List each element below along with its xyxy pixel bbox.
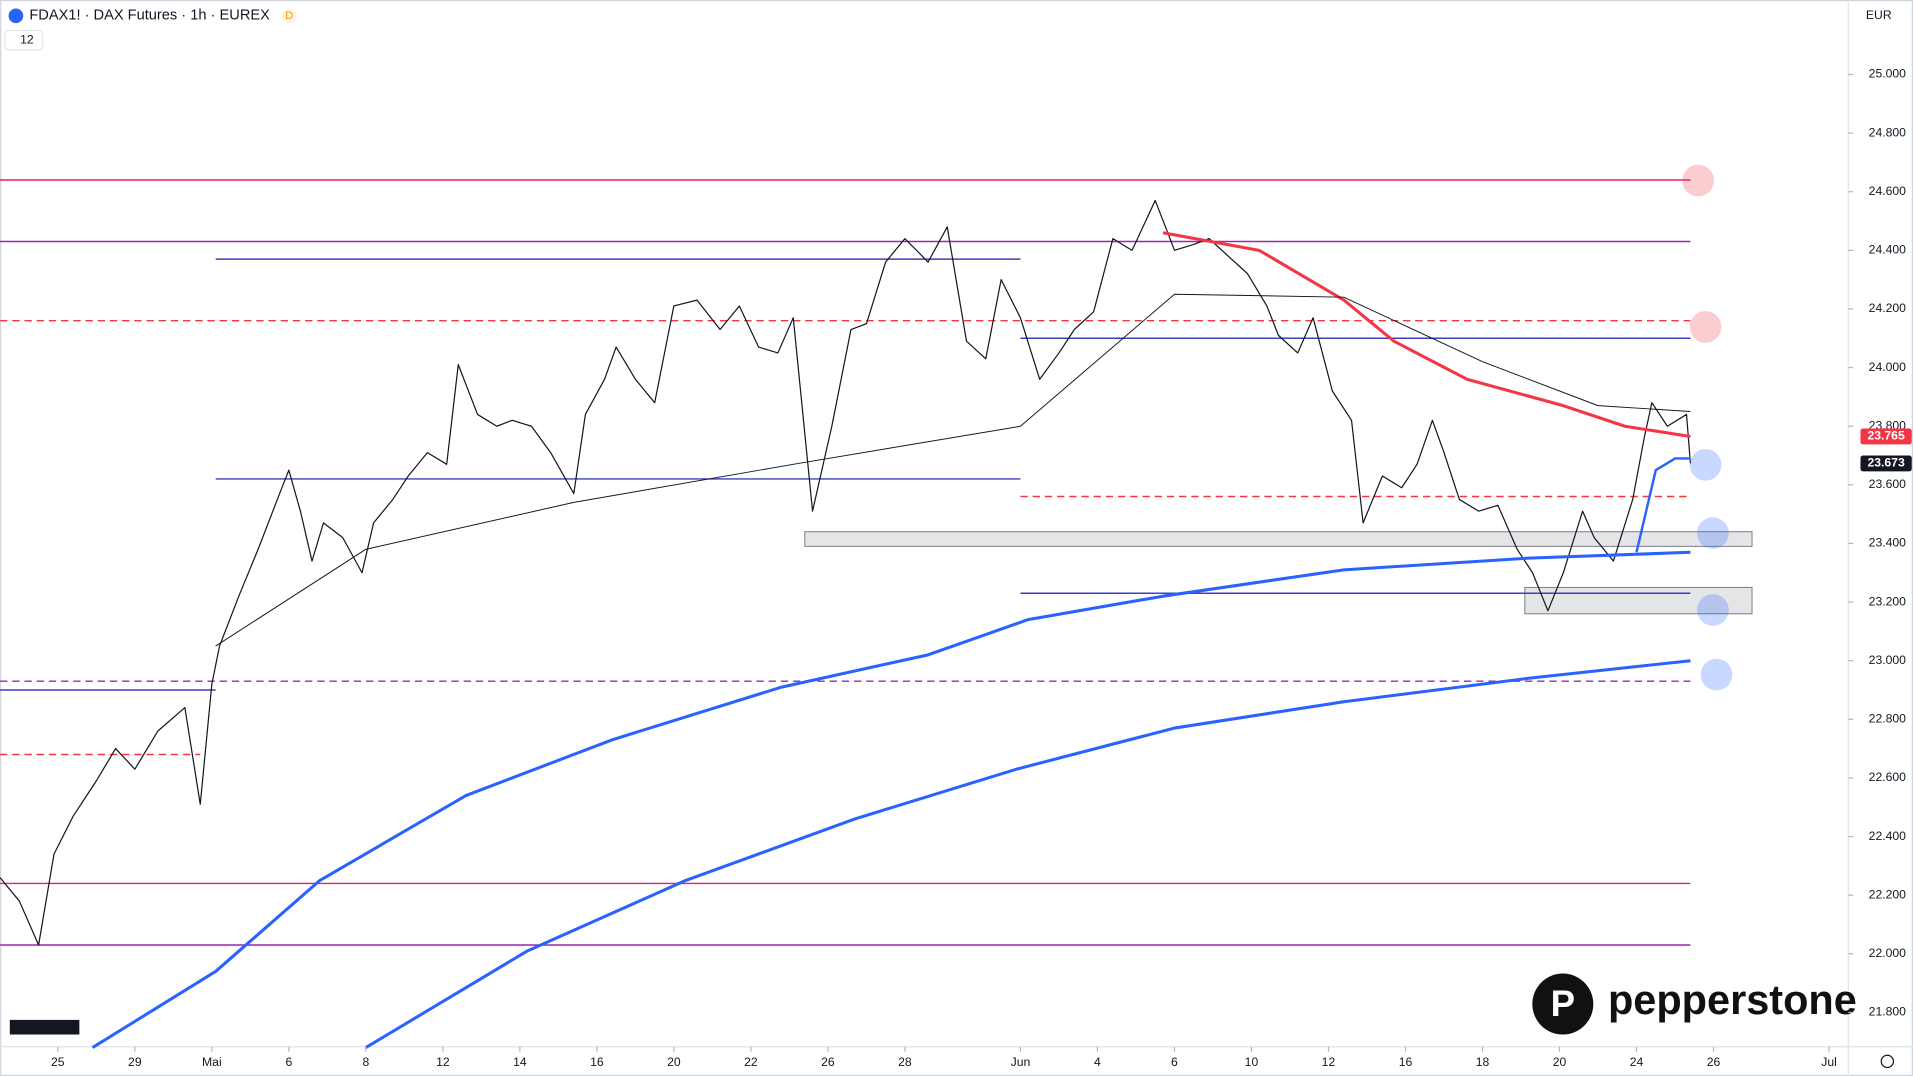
x-tick-label: 20 (667, 1055, 681, 1069)
x-tick-label: 29 (128, 1055, 142, 1069)
x-tick-label: 26 (1707, 1055, 1721, 1069)
x-tick-label: 28 (898, 1055, 912, 1069)
badge: D (285, 10, 293, 22)
x-tick-label: 25 (51, 1055, 65, 1069)
y-tick-label: 22.000 (1869, 946, 1906, 960)
x-tick-label: 12 (1322, 1055, 1336, 1069)
price-label-bg (1860, 455, 1912, 472)
x-tick-label: 16 (590, 1055, 604, 1069)
zone (1524, 586, 1753, 615)
series-line (1635, 457, 1691, 553)
x-tick-label: 8 (362, 1055, 369, 1069)
brand-name: pepperstone (1608, 976, 1857, 1023)
x-tick-label: 26 (821, 1055, 835, 1069)
y-tick-label: 24.600 (1869, 184, 1906, 198)
x-tick-label: 20 (1553, 1055, 1567, 1069)
currency[interactable]: EUR (1866, 8, 1892, 22)
y-tick-label: 25.000 (1869, 67, 1906, 81)
series-line (215, 293, 1691, 647)
x-tick-label: 4 (1094, 1055, 1101, 1069)
marker (1689, 448, 1722, 481)
indicator-count: 12 (20, 32, 34, 46)
series-line (0, 199, 1692, 946)
x-tick-label: 22 (744, 1055, 758, 1069)
series-line (91, 550, 1691, 1049)
y-tick-label: 21.800 (1869, 1005, 1906, 1019)
y-tick-label: 23.600 (1869, 477, 1906, 491)
x-tick-label: Jun (1011, 1055, 1031, 1069)
y-tick-label: 22.800 (1869, 712, 1906, 726)
marker (1697, 594, 1729, 626)
marker (1700, 658, 1733, 691)
x-tick-label: 18 (1476, 1055, 1490, 1069)
brand-glyph: P (1551, 983, 1575, 1024)
x-tick-label: 16 (1399, 1055, 1413, 1069)
badge-bg (281, 8, 297, 24)
x-tick-label: 6 (1171, 1055, 1178, 1069)
plot-area (0, 179, 1753, 1049)
brand-mark (1532, 973, 1594, 1035)
x-tick-label: Mai (202, 1055, 222, 1069)
x-tick-label: 14 (513, 1055, 527, 1069)
y-tick-label: 24.800 (1869, 125, 1906, 139)
zone (804, 531, 1753, 547)
brand-logo: P pepperstone (1532, 973, 1857, 1035)
y-tick-label: 23.400 (1869, 536, 1906, 550)
price-label: 23.673 (1867, 456, 1904, 470)
series-line (1162, 231, 1691, 439)
y-tick-label: 22.400 (1869, 829, 1906, 843)
y-tick-label: 22.600 (1869, 770, 1906, 784)
y-tick-label: 22.200 (1869, 887, 1906, 901)
y-tick-label: 24.200 (1869, 301, 1906, 315)
x-tick-label: 6 (285, 1055, 292, 1069)
x-tick-label: 12 (436, 1055, 450, 1069)
indicator-toggle[interactable] (4, 29, 44, 51)
symbol-title[interactable]: FDAX1! · DAX Futures · 1h · EUREX (29, 8, 270, 24)
settings-icon[interactable] (1880, 1054, 1895, 1069)
y-tick-label: 24.400 (1869, 243, 1906, 257)
x-tick-label: 10 (1245, 1055, 1259, 1069)
price-label: 23.765 (1867, 429, 1904, 443)
marker (1697, 517, 1729, 549)
y-tick-label: 23.200 (1869, 594, 1906, 608)
price-label-bg (1860, 428, 1912, 445)
y-tick-label: 23.000 (1869, 653, 1906, 667)
series-line (365, 659, 1691, 1049)
symbol-icon (8, 8, 24, 24)
tv-logo (9, 1019, 80, 1035)
x-tick-label: 24 (1630, 1055, 1644, 1069)
x-tick-label: Jul (1821, 1055, 1837, 1069)
marker (1689, 311, 1722, 343)
marker (1682, 164, 1715, 197)
y-tick-label: 24.000 (1869, 360, 1906, 374)
